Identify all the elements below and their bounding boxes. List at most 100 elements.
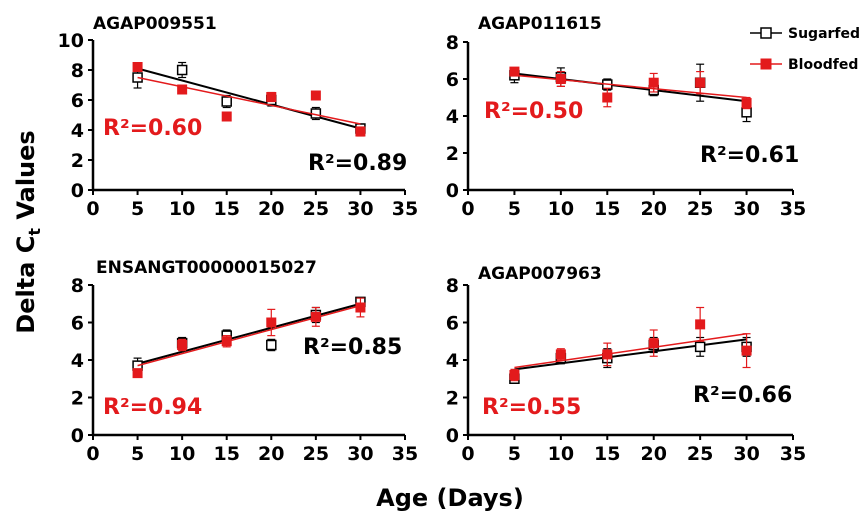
y-tick-label: 4 [71, 350, 84, 372]
x-tick-label: 15 [213, 443, 239, 465]
panel-3: ENSANGT00000015027 0 2 4 6 8 0 5 10 15 20 25 30 35 R²=… [71, 258, 418, 465]
y-tick-label: 6 [446, 69, 459, 91]
data-point [509, 370, 520, 380]
panel-1: AGAP009551 0 2 4 6 8 10 0 5 10 15 20 25 30 35 R²=0.89 R²… [58, 14, 419, 220]
data-point [602, 349, 613, 360]
y-tick-label: 2 [71, 150, 84, 172]
x-tick-label: 25 [687, 198, 713, 220]
legend-label-sugarfed: Sugarfed [788, 26, 860, 42]
y-tick-label: 0 [446, 180, 459, 202]
trend-line [514, 72, 747, 103]
data-point [221, 111, 232, 122]
data-point [177, 84, 188, 95]
x-tick-label: 25 [687, 443, 713, 465]
series-sugarfed [509, 336, 752, 384]
y-tick-label: 0 [446, 425, 459, 447]
panel-4: AGAP007963 0 2 4 6 8 0 5 10 15 20 25 30 35 R²=0.66 R²=0… [446, 264, 806, 465]
series-bloodfed [132, 62, 366, 137]
trend-line [514, 338, 747, 371]
x-tick-label: 10 [548, 198, 574, 220]
x-tick-label: 0 [86, 443, 99, 465]
x-axis-label: Age (Days) [376, 484, 524, 512]
x-tick-label: 15 [594, 198, 620, 220]
x-tick-label: 30 [347, 198, 373, 220]
x-tick-label: 20 [640, 198, 666, 220]
trend-line [137, 76, 361, 125]
r2-label-bloodfed: R²=0.55 [482, 395, 581, 420]
panel-2: AGAP011615 0 2 4 6 8 0 5 10 15 20 25 30 35 R²=0.61 R²=0… [446, 14, 806, 220]
x-tick-label: 25 [303, 198, 329, 220]
data-point [555, 349, 566, 360]
r2-label-bloodfed: R²=0.50 [484, 99, 583, 124]
x-tick-label: 0 [461, 198, 474, 220]
x-tick-label: 5 [508, 198, 521, 220]
x-tick-label: 10 [169, 198, 195, 220]
y-tick-label: 8 [71, 60, 84, 82]
x-tick-label: 15 [213, 198, 239, 220]
data-point [310, 90, 321, 101]
data-point [355, 126, 366, 137]
trend-line [514, 74, 747, 99]
legend-item-bloodfed: Bloodfed [750, 57, 858, 73]
trend-line [137, 304, 361, 367]
y-tick-label: 2 [446, 388, 459, 410]
legend: Sugarfed Bloodfed [750, 26, 860, 73]
x-tick-label: 5 [508, 443, 521, 465]
panel-title: AGAP007963 [478, 264, 602, 284]
x-tick-label: 20 [258, 198, 284, 220]
y-tick-label: 8 [71, 275, 84, 297]
data-point [602, 92, 613, 103]
y-tick-label: 8 [446, 32, 459, 54]
r2-label-sugarfed: R²=0.85 [303, 335, 402, 360]
r2-label-sugarfed: R²=0.66 [693, 383, 792, 408]
data-point [741, 98, 752, 109]
y-tick-label: 2 [71, 388, 84, 410]
data-point [221, 336, 232, 347]
y-tick-label: 6 [71, 90, 84, 112]
data-point [695, 319, 706, 330]
data-point [555, 74, 566, 84]
series-bloodfed [509, 66, 752, 110]
panel-title: AGAP009551 [93, 14, 217, 34]
trend-line [137, 67, 361, 130]
data-point [221, 96, 232, 107]
trend-line [137, 302, 361, 365]
x-tick-label: 15 [594, 443, 620, 465]
y-tick-label: 4 [446, 350, 459, 372]
y-tick-label: 10 [58, 30, 84, 52]
x-tick-label: 20 [258, 443, 284, 465]
x-tick-label: 35 [780, 198, 806, 220]
y-tick-label: 0 [71, 180, 84, 202]
y-axis-label: Delta Ct Values [12, 130, 44, 333]
x-tick-label: 35 [392, 198, 418, 220]
legend-label-bloodfed: Bloodfed [788, 57, 858, 73]
r2-label-bloodfed: R²=0.94 [103, 395, 202, 420]
data-point [741, 345, 752, 356]
data-point [648, 77, 659, 88]
x-tick-label: 35 [780, 443, 806, 465]
data-point [266, 317, 277, 328]
panel-title: ENSANGT00000015027 [96, 258, 317, 278]
x-tick-label: 0 [461, 443, 474, 465]
x-tick-label: 0 [86, 198, 99, 220]
y-tick-label: 6 [446, 313, 459, 335]
r2-label-sugarfed: R²=0.89 [308, 151, 407, 176]
data-point [132, 62, 143, 72]
x-tick-label: 25 [303, 443, 329, 465]
data-point [355, 302, 366, 313]
data-point [132, 368, 143, 379]
r2-label-sugarfed: R²=0.61 [700, 143, 799, 168]
x-tick-label: 30 [733, 198, 759, 220]
data-point [310, 311, 321, 322]
series-bloodfed [509, 306, 752, 382]
y-tick-label: 2 [446, 143, 459, 165]
data-point [177, 340, 188, 350]
panel-title: AGAP011615 [478, 14, 602, 34]
data-point [176, 64, 188, 76]
x-tick-label: 35 [392, 443, 418, 465]
x-tick-label: 5 [131, 198, 144, 220]
trend-line [514, 333, 747, 369]
y-tick-label: 8 [446, 275, 459, 297]
r2-label-bloodfed: R²=0.60 [103, 116, 202, 141]
